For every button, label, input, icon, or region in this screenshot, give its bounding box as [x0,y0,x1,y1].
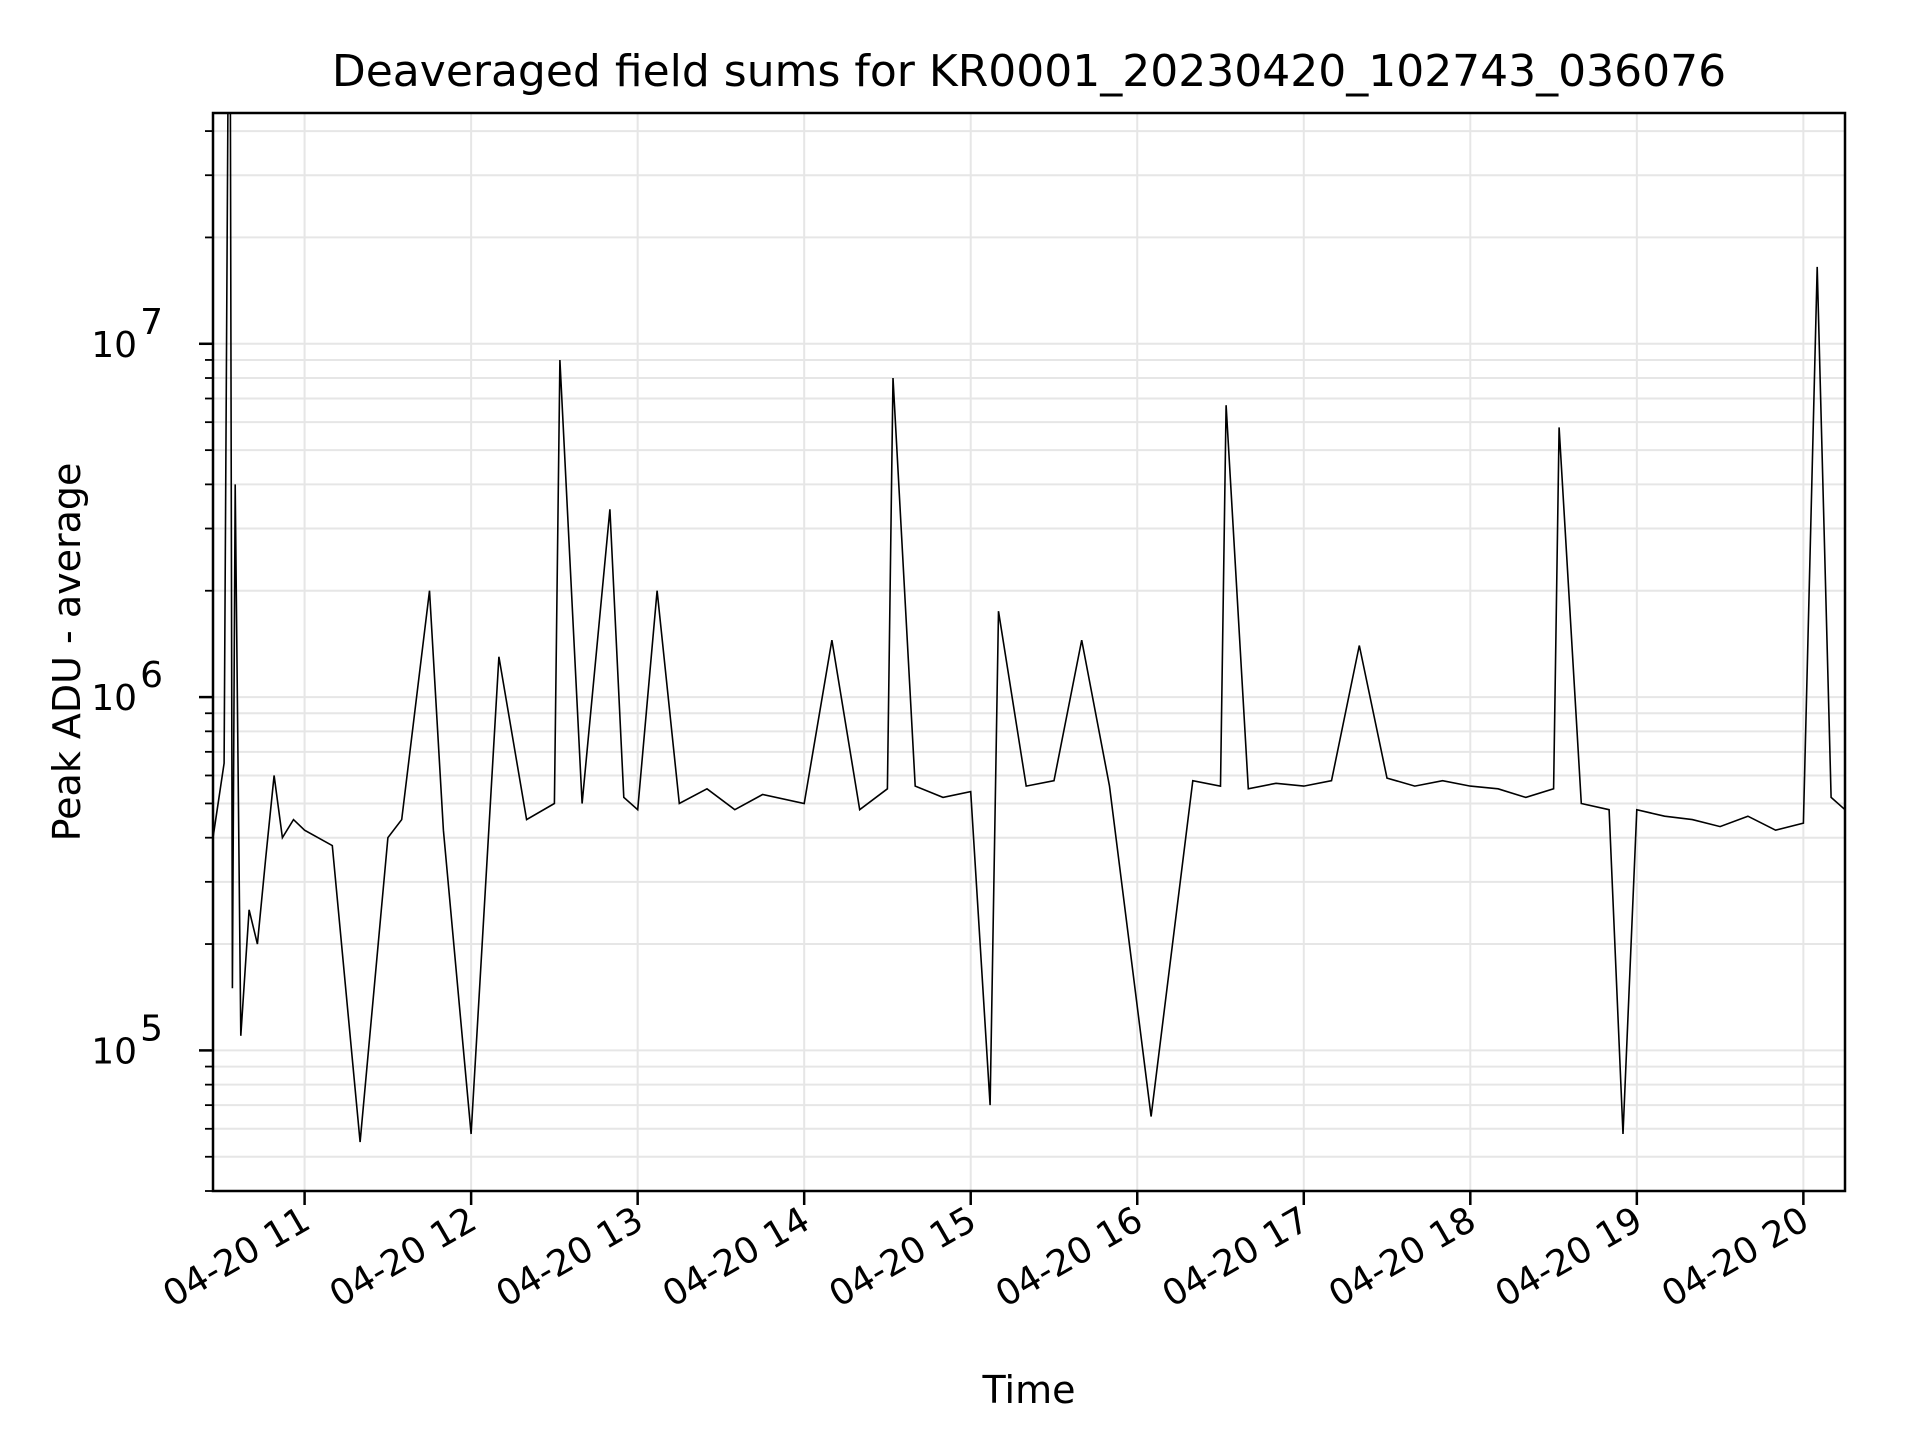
plot-area [213,113,1845,1143]
y-tick-exponent: 7 [140,302,163,343]
y-tick-label: 10 [91,1031,137,1072]
y-tick-exponent: 6 [140,655,163,696]
y-tick-exponent: 5 [140,1008,163,1049]
series-group [213,113,1845,1143]
series-line [213,113,1845,1143]
chart-title: Deaveraged field sums for KR0001_2023042… [332,46,1726,97]
y-tick-label: 10 [91,325,137,366]
x-axis-label: Time [982,1368,1076,1412]
plot-frame [211,111,1847,1193]
y-axis-label: Peak ADU - average [45,463,89,842]
y-tick-label: 10 [91,678,137,719]
